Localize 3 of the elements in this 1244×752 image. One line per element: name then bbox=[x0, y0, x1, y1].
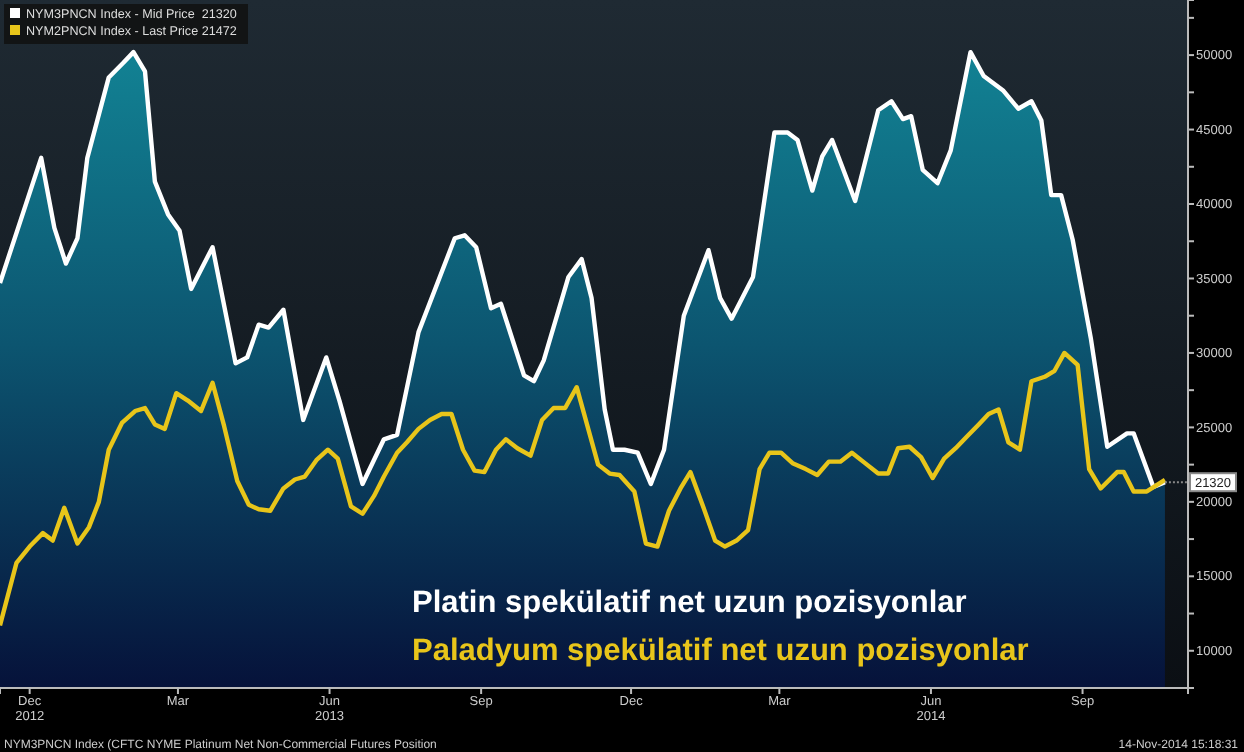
line-series bbox=[0, 350, 1168, 628]
annotation: Platin spekülatif net uzun pozisyonlar bbox=[412, 586, 967, 620]
annotation: Paladyum spekülatif net uzun pozisyonlar bbox=[412, 634, 1029, 668]
